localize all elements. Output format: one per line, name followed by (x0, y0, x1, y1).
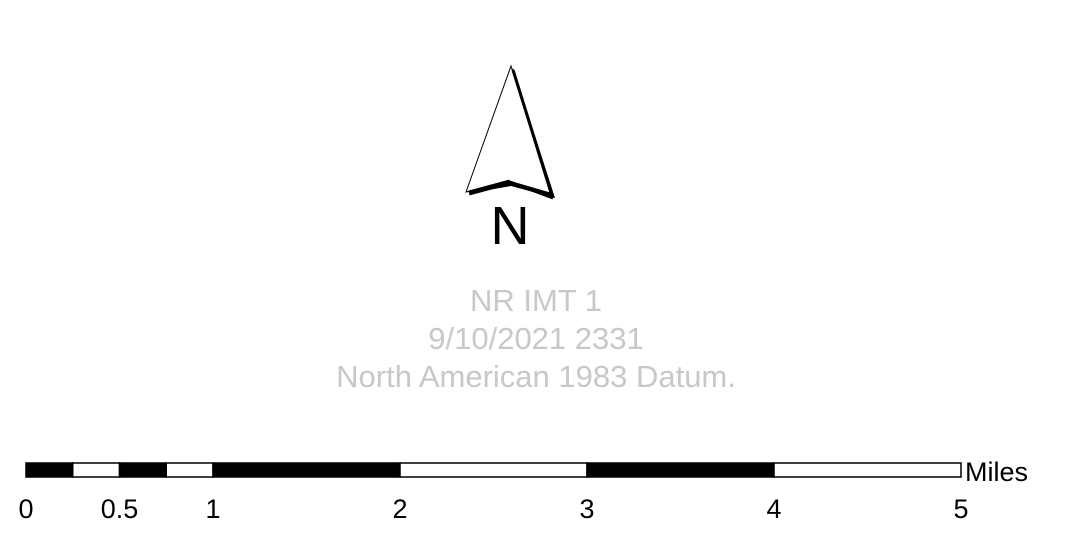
scale-tick-label: 5 (953, 494, 968, 524)
map-title: NR IMT 1 (469, 283, 603, 318)
scale-tick-label: 0 (18, 494, 33, 524)
scale-segment-0 (25, 462, 74, 478)
north-label: N (490, 196, 530, 256)
map-info-block: NR IMT 1 9/10/2021 2331 North American 1… (200, 282, 872, 396)
scale-tick-label: 2 (392, 494, 407, 524)
scale-segment-2 (118, 462, 167, 478)
scale-segment-5 (399, 462, 588, 478)
scale-segment-3 (165, 462, 214, 478)
scale-tick-label: 1 (205, 494, 220, 524)
scale-segment-6 (586, 462, 775, 478)
scale-segment-1 (72, 462, 121, 478)
north-arrow-icon (465, 64, 555, 200)
scale-segment-4 (212, 462, 401, 478)
scale-tick-label: 3 (579, 494, 594, 524)
scale-tick-label: 4 (766, 494, 781, 524)
map-datum: North American 1983 Datum. (336, 359, 736, 394)
scale-bar: 0 0.5 1 2 3 4 5 Miles (18, 457, 1028, 524)
scale-tick-label: 0.5 (101, 494, 139, 524)
scale-segment-7 (773, 462, 962, 478)
scale-unit-label: Miles (965, 457, 1028, 487)
map-datetime: 9/10/2021 2331 (428, 321, 644, 356)
